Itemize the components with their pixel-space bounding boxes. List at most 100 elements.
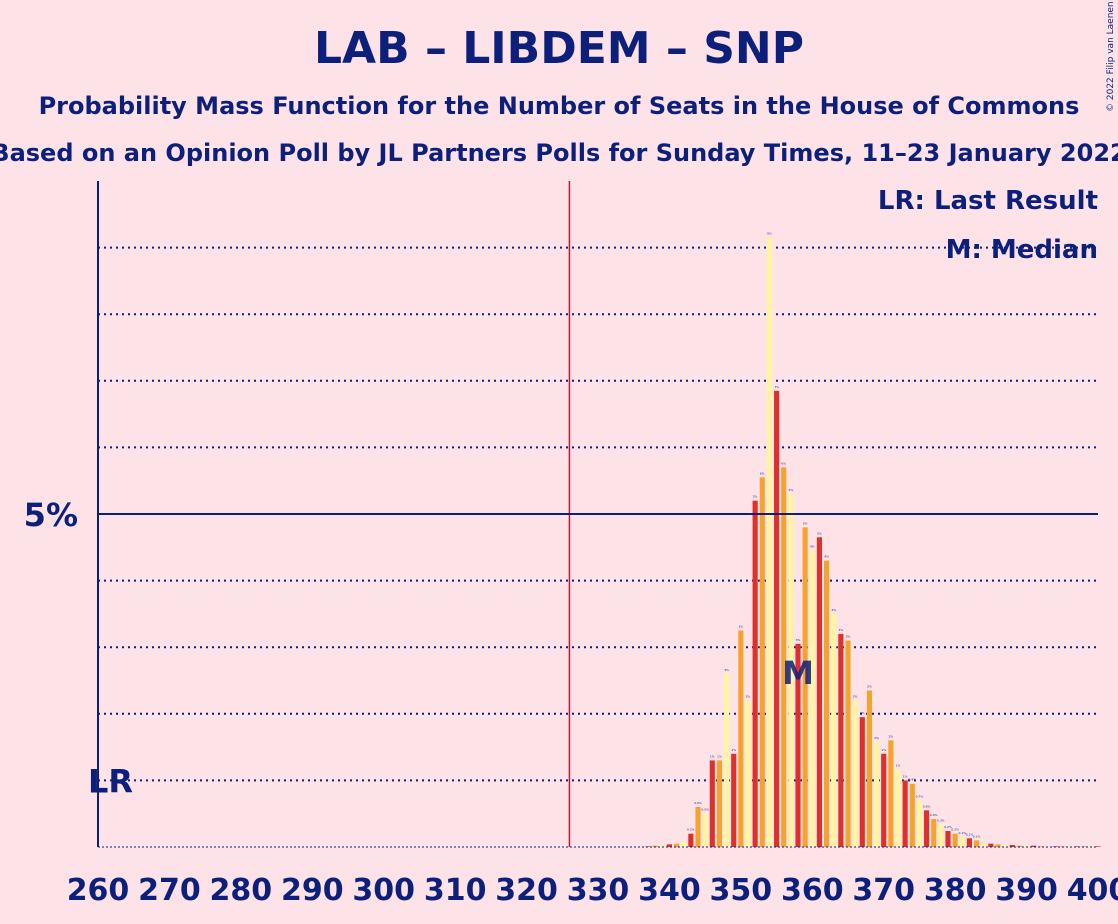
bar-label-351: 2% (746, 694, 751, 698)
x-tick-390: 390 (995, 873, 1058, 908)
bar-label-370: 1% (881, 748, 886, 752)
bar-label-345: 0.5% (701, 808, 709, 812)
bar-label-359: 5% (803, 521, 808, 525)
bar-label-346: 1% (710, 754, 715, 758)
bar-label-349: 1% (731, 748, 736, 752)
bar-value-labels: 0.2%0.6%0.5%1% 1%3%1%3%2%5%6%9%7%6%5%3%5%… (687, 232, 980, 839)
bar-label-362: 4% (824, 555, 829, 559)
chart-subtitle: Probability Mass Function for the Number… (39, 92, 1080, 120)
bar-label-356: 6% (781, 461, 786, 465)
bar-label-347: 1% (717, 754, 722, 758)
bar-label-365: 3% (846, 635, 851, 639)
bar-388 (1009, 845, 1015, 847)
bar-label-344: 0.6% (694, 801, 702, 805)
bar-391 (1031, 845, 1037, 847)
bar-383 (974, 840, 980, 847)
bar-label-343: 0.2% (687, 828, 695, 832)
bar-369 (874, 741, 880, 847)
bar-363 (831, 613, 837, 847)
x-tick-270: 270 (138, 873, 201, 908)
last-result-label: LR (88, 762, 133, 800)
bar-346 (709, 760, 715, 847)
bar-label-357: 5% (788, 488, 793, 492)
x-tick-260: 260 (67, 873, 130, 908)
bars (645, 237, 1101, 848)
bar-385 (988, 843, 994, 847)
bar-label-377: 0.4% (930, 813, 938, 817)
bar-361 (816, 537, 822, 847)
bar-372 (895, 769, 901, 847)
bar-340 (666, 844, 672, 847)
bar-label-372: 1% (896, 764, 901, 768)
bar-342 (681, 841, 687, 847)
bar-343 (688, 833, 694, 847)
grid-lines (98, 246, 1098, 782)
bar-373 (902, 780, 908, 847)
bar-375 (916, 800, 922, 847)
bar-360 (809, 550, 815, 847)
bar-379 (945, 831, 951, 847)
bar-366 (852, 700, 858, 847)
bar-374 (909, 783, 915, 847)
x-tick-340: 340 (638, 873, 701, 908)
bar-367 (859, 717, 865, 847)
bar-label-348: 3% (724, 668, 729, 672)
bar-label-373: 1% (903, 774, 908, 778)
median-marker: M (782, 654, 814, 692)
bar-400 (1095, 846, 1101, 847)
bar-368 (866, 690, 872, 847)
bar-362 (824, 560, 830, 847)
x-tick-labels: 260 270 280 290 300 310 320 330 340 350 360 370 380 3… (67, 873, 1118, 908)
chart-subtitle-2: Based on an Opinion Poll by JL Partners … (0, 139, 1118, 167)
bar-384 (981, 843, 987, 847)
bar-label-363: 4% (831, 608, 836, 612)
bar-label-378: 0.3% (937, 818, 945, 822)
bar-355 (774, 390, 780, 847)
bar-350 (738, 630, 744, 847)
bar-364 (838, 633, 844, 847)
bar-348 (724, 673, 730, 847)
bar-339 (659, 845, 665, 847)
bar-370 (881, 753, 887, 847)
bar-label-383: 0.1% (973, 834, 981, 838)
bar-382 (966, 838, 972, 847)
x-tick-280: 280 (210, 873, 273, 908)
copyright-text: © 2022 Filip van Laenen (1106, 1, 1116, 112)
bar-381 (959, 837, 965, 847)
bar-353 (759, 477, 765, 847)
x-tick-320: 320 (495, 873, 558, 908)
bar-label-355: 7% (774, 385, 779, 389)
chart-title: LAB – LIBDEM – SNP (314, 23, 804, 74)
bar-389 (1016, 845, 1022, 847)
bar-label-368: 2% (867, 684, 872, 688)
bar-357 (788, 494, 794, 847)
y-tick-label: 5% (24, 496, 78, 534)
bar-371 (888, 740, 894, 847)
bar-label-352: 5% (753, 495, 758, 499)
bar-label-358: 3% (796, 638, 801, 642)
bar-label-364: 3% (838, 628, 843, 632)
bar-347 (716, 760, 722, 847)
x-tick-330: 330 (567, 873, 630, 908)
bar-345 (702, 813, 708, 847)
bar-351 (745, 700, 751, 847)
bar-392 (1038, 846, 1044, 847)
bar-label-381: 0.1% (958, 831, 966, 835)
bar-359 (802, 527, 808, 847)
bar-390 (1024, 845, 1030, 847)
bar-label-380: 0.2% (951, 828, 959, 832)
bar-378 (938, 824, 944, 847)
median-label: M (782, 654, 814, 692)
bar-label-375: 0.7% (916, 794, 924, 798)
bar-label-376: 0.6% (923, 804, 931, 808)
x-tick-380: 380 (924, 873, 987, 908)
bar-349 (731, 753, 737, 847)
x-tick-310: 310 (424, 873, 487, 908)
bar-label-366: 2% (853, 694, 858, 698)
bar-377 (931, 819, 937, 847)
bar-label-371: 2% (888, 734, 893, 738)
bar-386 (995, 844, 1001, 847)
bar-352 (752, 500, 758, 847)
bar-344 (695, 807, 701, 847)
bar-365 (845, 640, 851, 847)
